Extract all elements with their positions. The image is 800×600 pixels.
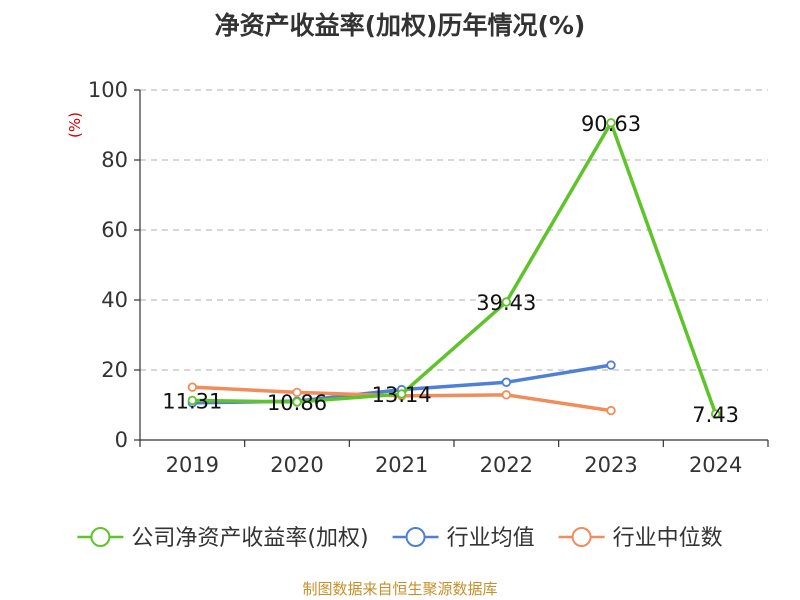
- legend-label-2: 行业中位数: [613, 526, 723, 551]
- grid-lines: [140, 89, 768, 371]
- legend-item-2: 行业中位数: [558, 526, 723, 551]
- y-axis-unit-label: (%): [66, 112, 84, 138]
- legend-swatch-marker-0: [90, 527, 111, 547]
- series-0-point-1: [292, 397, 302, 407]
- y-tick-label-0: 0: [115, 428, 128, 452]
- data-labels: 11.31 10.86 13.14 39.43 90.63 7.43: [162, 112, 739, 427]
- chart-title: 净资产收益率(加权)历年情况(%): [215, 11, 586, 40]
- legend: 公司净资产收益率(加权) 行业均值 行业中位数: [77, 526, 723, 551]
- series-2-point-0: [187, 382, 198, 392]
- series-0-point-5: [710, 409, 721, 419]
- x-tick-label-2024: 2024: [689, 453, 742, 477]
- legend-label-0: 公司净资产收益率(加权): [131, 526, 368, 551]
- x-tick-label-2021: 2021: [375, 453, 428, 477]
- x-tick-label-2020: 2020: [270, 453, 323, 477]
- series-2-point-4: [606, 405, 616, 416]
- y-tick-label-60: 60: [101, 218, 128, 242]
- x-tick-label-2022: 2022: [480, 453, 533, 477]
- data-label-2021: 13.14: [372, 383, 432, 407]
- data-label-2019: 11.31: [162, 389, 222, 413]
- series-0-point-2: [396, 389, 407, 399]
- series-1-point-4: [606, 360, 616, 370]
- legend-swatch-marker-2: [571, 527, 592, 547]
- data-source-note: 制图数据来自恒生聚源数据库: [302, 580, 497, 598]
- data-label-2020: 10.86: [267, 391, 327, 415]
- x-tick-label-2019: 2019: [166, 453, 219, 477]
- legend-swatch-marker-1: [405, 527, 426, 547]
- data-label-2022: 39.43: [476, 291, 536, 315]
- y-tick-label-80: 80: [101, 148, 128, 172]
- data-label-2024: 7.43: [692, 403, 739, 427]
- legend-item-0: 公司净资产收益率(加权): [77, 526, 369, 551]
- series-line-0: [192, 121, 718, 415]
- y-tick-label-100: 100: [88, 78, 128, 102]
- y-tick-label-40: 40: [101, 288, 128, 312]
- series-0-point-0: [187, 395, 198, 406]
- data-label-2023: 90.63: [581, 112, 641, 136]
- series-0-point-4: [606, 118, 616, 128]
- y-tick-label-20: 20: [101, 358, 128, 382]
- series-2-point-1: [292, 387, 302, 398]
- series-1-point-3: [501, 377, 512, 387]
- legend-label-1: 行业均值: [447, 526, 535, 551]
- series-2-point-3: [501, 390, 512, 400]
- x-tick-label-2023: 2023: [584, 453, 637, 477]
- series-0-point-3: [501, 297, 512, 307]
- legend-item-1: 行业均值: [392, 526, 535, 551]
- axes: 0 20 40 60 80 100 2019 2020 2021 2022 2023 2024: [88, 78, 769, 477]
- series-layer: [187, 118, 721, 419]
